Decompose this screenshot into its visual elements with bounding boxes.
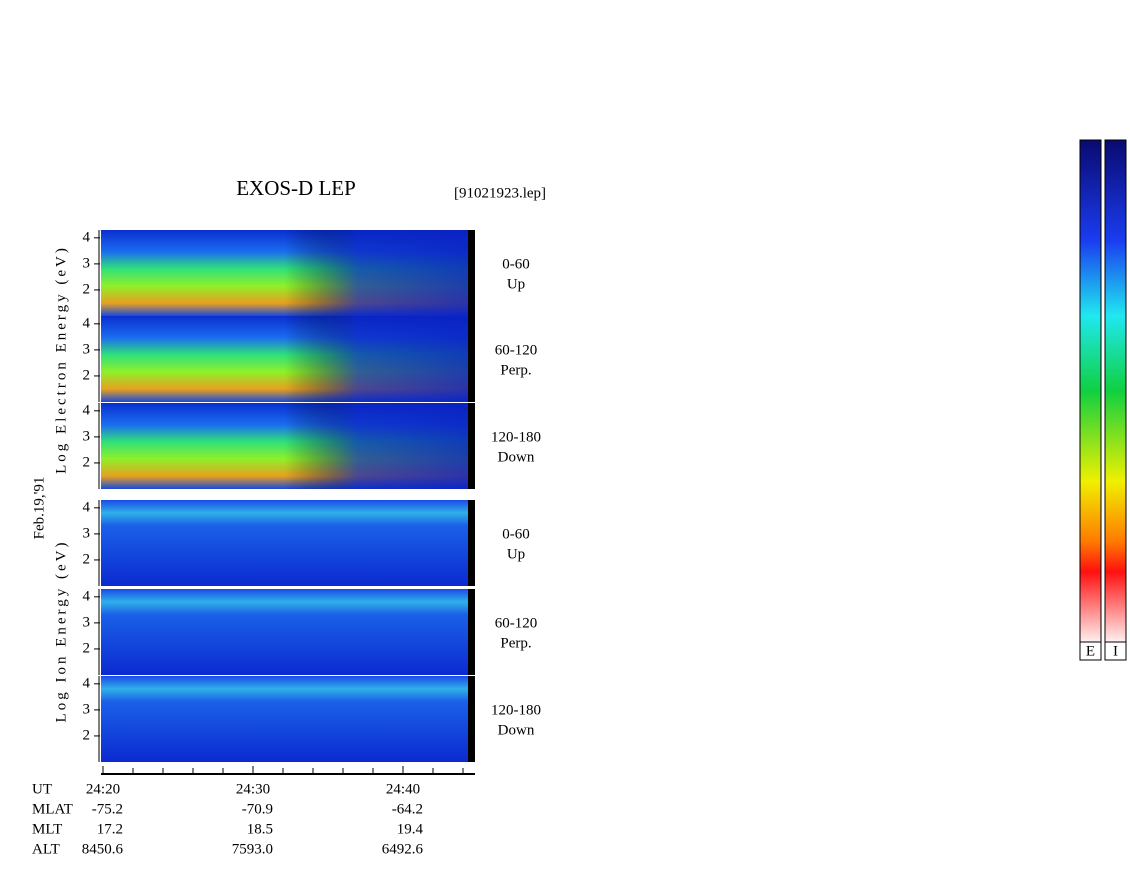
orbit-label: ALT <box>32 841 60 857</box>
colorbar-label: E <box>1086 643 1095 659</box>
x-tick-label: 24:40 <box>386 781 420 797</box>
colorbar-label: I <box>1113 643 1118 659</box>
y-tick-label: 3 <box>83 614 91 630</box>
y-tick-label: 2 <box>83 454 91 470</box>
y-tick-label: 2 <box>83 551 91 567</box>
direction-label: Perp. <box>500 362 531 378</box>
direction-label: Up <box>507 276 525 292</box>
direction-label: Down <box>498 449 535 465</box>
orbit-value: 18.5 <box>247 821 273 837</box>
colorbar <box>1079 139 1102 643</box>
spectrogram-panel <box>101 500 468 586</box>
x-tick-label: 24:20 <box>86 781 120 797</box>
angle-label: 60-120 <box>495 342 538 358</box>
date-label: Feb.19,'91 <box>31 477 47 540</box>
y-tick-label: 3 <box>83 701 91 717</box>
y-tick-label: 3 <box>83 525 91 541</box>
direction-label: Up <box>507 546 525 562</box>
data-gap <box>468 230 475 316</box>
y-tick-label: 3 <box>83 341 91 357</box>
angle-label: 120-180 <box>491 702 541 718</box>
y-tick-label: 3 <box>83 428 91 444</box>
orbit-value: 8450.6 <box>82 841 124 857</box>
file-label: [91021923.lep] <box>454 185 546 201</box>
data-gap <box>468 500 475 586</box>
y-tick-label: 4 <box>83 229 91 245</box>
angle-label: 0-60 <box>502 256 530 272</box>
spectrogram-panel <box>101 589 468 675</box>
y-axis-label: Log Electron Energy (eV) <box>53 245 69 474</box>
orbit-value: 19.4 <box>397 821 424 837</box>
y-axis-label: Log Ion Energy (eV) <box>53 540 69 723</box>
colorbar-label-box <box>1079 641 1102 661</box>
angle-label: 120-180 <box>491 429 541 445</box>
spectrogram-shade <box>101 230 468 316</box>
spectrogram-panel <box>101 676 468 762</box>
orbit-value: 17.2 <box>97 821 123 837</box>
y-tick-label: 4 <box>83 402 91 418</box>
orbit-value: -64.2 <box>392 801 423 817</box>
orbit-value: -75.2 <box>92 801 123 817</box>
spectrogram-shade <box>101 403 468 489</box>
y-tick-label: 4 <box>83 675 91 691</box>
orbit-label: UT <box>32 781 52 797</box>
x-tick-label: 24:30 <box>236 781 270 797</box>
y-tick-label: 4 <box>83 499 91 515</box>
y-tick-label: 3 <box>83 255 91 271</box>
data-gap <box>468 316 475 402</box>
orbit-value: 7593.0 <box>232 841 273 857</box>
y-tick-label: 4 <box>83 315 91 331</box>
y-tick-label: 4 <box>83 588 91 604</box>
y-tick-label: 2 <box>83 727 91 743</box>
y-tick-label: 2 <box>83 640 91 656</box>
angle-label: 60-120 <box>495 615 538 631</box>
data-gap <box>468 676 475 762</box>
direction-label: Down <box>498 722 535 738</box>
orbit-label: MLT <box>32 821 62 837</box>
title: EXOS-D LEP <box>236 176 356 200</box>
y-tick-label: 2 <box>83 367 91 383</box>
orbit-value: -70.9 <box>242 801 273 817</box>
y-tick-label: 2 <box>83 281 91 297</box>
data-gap <box>468 403 475 489</box>
direction-label: Perp. <box>500 635 531 651</box>
colorbar-label-box <box>1104 641 1127 661</box>
orbit-value: 6492.6 <box>382 841 424 857</box>
colorbar <box>1104 139 1127 643</box>
data-gap <box>468 589 475 675</box>
spectrogram-shade <box>101 316 468 402</box>
angle-label: 0-60 <box>502 526 530 542</box>
orbit-label: MLAT <box>32 801 73 817</box>
